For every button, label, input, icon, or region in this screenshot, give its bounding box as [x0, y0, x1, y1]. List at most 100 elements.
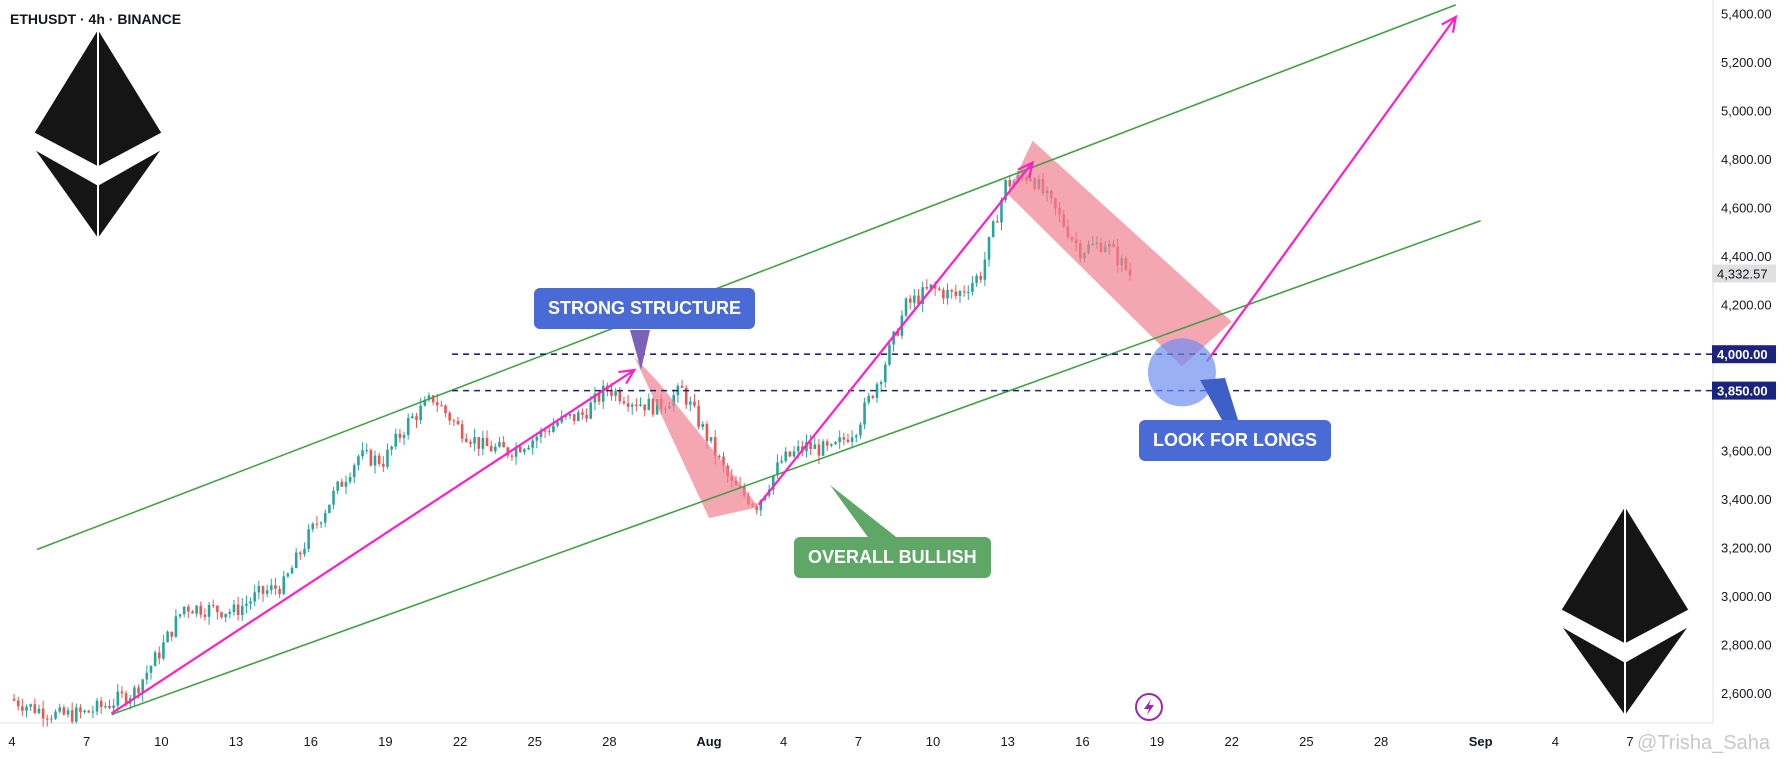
candle [693, 394, 696, 408]
time-tick-label: 19 [378, 734, 392, 749]
candle [913, 288, 916, 309]
candle [543, 428, 547, 438]
candle [303, 542, 306, 557]
candle [697, 399, 700, 430]
candle [531, 437, 534, 455]
candle [639, 397, 642, 407]
candle [245, 595, 248, 614]
candle [456, 416, 460, 426]
candle [257, 580, 261, 600]
candle [270, 578, 273, 595]
time-axis[interactable]: 4 7 10 13 16 19 22 25 28 Aug 4 7 10 13 16 19 22 25 28 Sep 4 7 [8, 734, 1633, 749]
candle [908, 295, 912, 310]
candle [79, 704, 82, 719]
candle [867, 392, 870, 405]
candle [25, 704, 28, 718]
candle [958, 289, 962, 304]
price-tick-label: 5,000.00 [1721, 104, 1772, 119]
candle [357, 454, 360, 471]
target-zone-layer [1147, 338, 1216, 407]
candle [572, 414, 576, 425]
overall-bullish-pointer [830, 485, 900, 540]
time-tick-label: Sep [1469, 734, 1493, 749]
candle [946, 283, 949, 305]
candle [701, 421, 705, 431]
candle [527, 444, 530, 451]
candle [274, 577, 277, 596]
last-price-label: 4,332.57 [1717, 267, 1768, 282]
candle [83, 709, 86, 714]
look-for-longs-callout: LOOK FOR LONGS [1139, 420, 1331, 461]
candle [975, 273, 978, 287]
candle [133, 685, 136, 707]
time-tick-label: Aug [696, 734, 721, 749]
candle [282, 570, 286, 596]
time-tick-label: 10 [926, 734, 940, 749]
last-price-badge [1712, 264, 1776, 283]
time-tick-label: 4 [780, 734, 787, 749]
candle [626, 394, 630, 413]
candle [91, 705, 95, 719]
candle [191, 610, 194, 614]
candle [987, 236, 991, 267]
candle [12, 693, 16, 702]
price-tick-label: 2,800.00 [1721, 637, 1772, 652]
impulse-arrows-layer [110, 14, 1458, 715]
candle [54, 709, 57, 721]
candle [386, 443, 389, 470]
candle [232, 600, 236, 616]
callout-pointers-layer [630, 330, 1238, 540]
candle [170, 631, 174, 642]
candle [33, 698, 37, 715]
candle [87, 709, 91, 713]
candle [286, 572, 290, 579]
candle [684, 385, 688, 409]
candle [66, 707, 70, 718]
lightning-icon[interactable] [1135, 693, 1163, 721]
candle [460, 420, 464, 443]
price-tick-label: 4,600.00 [1721, 201, 1772, 216]
overall-bullish-callout: OVERALL BULLISH [794, 537, 991, 578]
price-tick-label: 2,600.00 [1721, 686, 1772, 701]
candle [577, 409, 580, 422]
candle [203, 608, 207, 621]
candle [311, 522, 315, 533]
time-tick-label: 13 [1000, 734, 1014, 749]
candle [174, 609, 178, 638]
candle [340, 478, 344, 487]
candle [16, 696, 20, 711]
candle [278, 585, 281, 598]
candle [469, 439, 472, 448]
candle [523, 447, 526, 455]
ethereum-logo [33, 30, 163, 238]
candle [709, 437, 713, 444]
time-tick-label: 10 [154, 734, 168, 749]
candle [680, 379, 684, 388]
candle [979, 271, 983, 284]
candle [108, 699, 111, 710]
impulse-arrow [757, 160, 1035, 506]
look-for-longs-pointer [1200, 378, 1238, 420]
candle [216, 605, 219, 620]
candle [162, 634, 165, 661]
candle [452, 418, 456, 426]
candles-layer [12, 169, 1132, 727]
candle [568, 413, 572, 420]
time-tick-label: 16 [303, 734, 317, 749]
level-price-badge [1712, 345, 1776, 364]
price-axis[interactable]: 5,400.00 5,200.00 5,000.00 4,800.00 4,600.00… [1721, 7, 1772, 701]
candle [950, 288, 953, 299]
candle [220, 611, 223, 619]
candle [996, 214, 999, 223]
candle [440, 400, 443, 407]
candle [622, 396, 626, 406]
time-tick-label: 7 [855, 734, 862, 749]
channel-lines-layer [36, 4, 1481, 716]
symbol-header: ETHUSDT · 4h · BINANCE [10, 11, 182, 27]
candle [921, 281, 924, 313]
candle [635, 398, 638, 412]
candle [323, 509, 327, 527]
candle [593, 386, 597, 411]
strong-structure-callout: STRONG STRUCTURE [534, 288, 755, 329]
